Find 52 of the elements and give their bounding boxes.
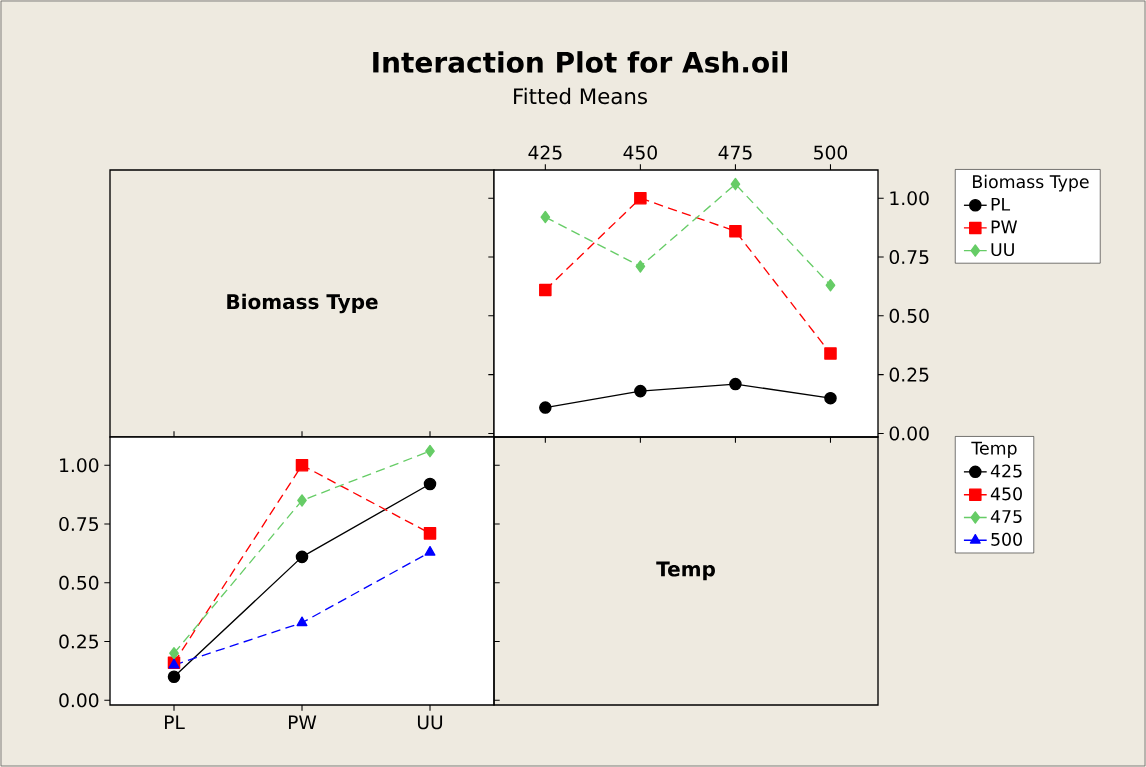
point — [424, 545, 436, 556]
x-tick-label: PL — [165, 715, 185, 729]
point — [730, 177, 741, 191]
y-tick-label: 0.25 — [889, 367, 929, 382]
x-tick-label: PW — [288, 715, 317, 729]
point — [539, 401, 552, 414]
point — [635, 260, 646, 273]
legend-label: 450 — [990, 487, 1022, 501]
chart-title: Interaction Plot for Ash.oil — [373, 51, 788, 73]
point — [423, 477, 437, 491]
text: Temp — [656, 561, 715, 581]
legend-label: 475 — [990, 510, 1022, 524]
y-tick-label: 0.00 — [59, 693, 99, 708]
text: Biomass Type — [227, 293, 378, 314]
point — [729, 377, 742, 391]
y-tick-label: 0.50 — [889, 308, 929, 323]
legend-label: PL — [991, 197, 1011, 211]
point — [296, 616, 308, 627]
y-tick-label: 0.25 — [59, 634, 98, 649]
y-tick-label: 0.75 — [889, 249, 929, 265]
chart-subtitle: Fitted Means — [514, 87, 647, 105]
x-tick-label: 475 — [718, 145, 752, 160]
legend-label: 425 — [990, 464, 1022, 478]
x-tick-label: 425 — [528, 145, 562, 160]
y-tick-label: 1.00 — [60, 458, 99, 473]
point — [825, 278, 836, 292]
point — [729, 224, 742, 238]
y-tick-label: 1.00 — [890, 191, 929, 206]
y-tick-label: 0.75 — [59, 516, 98, 532]
x-tick-label: 500 — [814, 145, 848, 160]
point — [295, 458, 309, 472]
point — [824, 391, 837, 405]
legend-label: PW — [991, 220, 1018, 234]
legend-label: 500 — [991, 532, 1022, 546]
x-tick-label: UU — [417, 715, 443, 730]
point — [423, 527, 437, 540]
legend-title: Biomass Type — [973, 174, 1089, 192]
point — [634, 384, 647, 398]
point — [540, 210, 551, 224]
point — [539, 283, 552, 297]
y-tick-label: 0.00 — [889, 426, 929, 441]
point — [634, 191, 647, 205]
point — [169, 647, 179, 660]
point — [425, 444, 435, 458]
point — [824, 347, 837, 360]
legend-title: Temp — [971, 441, 1017, 459]
point — [297, 494, 307, 507]
legend-label: UU — [991, 243, 1014, 257]
y-tick-label: 0.50 — [59, 575, 99, 590]
x-tick-label: 450 — [623, 145, 657, 160]
point — [167, 670, 181, 684]
point — [295, 550, 309, 564]
